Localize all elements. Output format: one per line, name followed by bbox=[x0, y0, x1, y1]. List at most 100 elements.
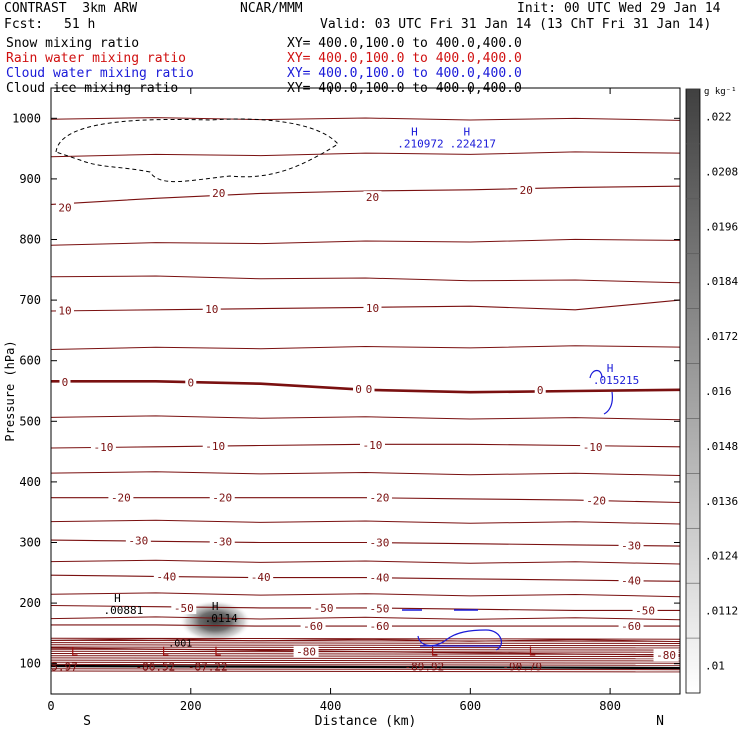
isotherm-label-bg bbox=[209, 491, 235, 504]
y-tick-label: 300 bbox=[19, 536, 41, 550]
isotherm-label-bg bbox=[55, 201, 74, 214]
colorbar-tick-label: .0124 bbox=[705, 550, 738, 563]
colorbar-tick-label: .0148 bbox=[705, 440, 738, 453]
y-tick-label: 400 bbox=[19, 475, 41, 489]
isotherm-label-bg bbox=[618, 574, 644, 587]
colorbar-tick-label: .0208 bbox=[705, 165, 738, 178]
isotherm-label: -30 bbox=[212, 535, 232, 548]
isotherm-line bbox=[51, 345, 680, 350]
forecast-label: Fcst: bbox=[4, 17, 44, 32]
field-snow-name: Snow mixing ratio bbox=[6, 36, 140, 51]
y-tick-label: 100 bbox=[19, 657, 41, 671]
isotherm-label: 10 bbox=[366, 302, 379, 315]
isotherm-label: -20 bbox=[586, 495, 606, 508]
isotherm-line bbox=[51, 592, 680, 598]
high-marker: H bbox=[114, 592, 121, 605]
isotherm-label: -20 bbox=[212, 492, 232, 505]
y-tick-label: 500 bbox=[19, 414, 41, 428]
isotherm-label-bg bbox=[366, 491, 392, 504]
isotherm-label: -60 bbox=[621, 620, 641, 633]
isotherm-line bbox=[51, 275, 680, 284]
x-tick-label: 200 bbox=[180, 699, 202, 713]
isotherm--40 bbox=[51, 574, 680, 582]
colorbar-tick-label: .0172 bbox=[705, 330, 738, 343]
upper-isotherm-line bbox=[51, 659, 680, 662]
isotherm-label: -20 bbox=[370, 492, 390, 505]
isotherm-label-bg bbox=[108, 491, 134, 504]
cloud-water-contour bbox=[417, 629, 503, 651]
isotherm-label-bg bbox=[209, 535, 235, 548]
upper-isotherm-line bbox=[51, 646, 680, 649]
isotherm-label: -60 bbox=[370, 620, 390, 633]
isotherm-label: -20 bbox=[111, 492, 131, 505]
isotherm-label-bg bbox=[353, 383, 365, 396]
isotherm--80 bbox=[51, 647, 680, 656]
isotherm-label: -30 bbox=[370, 537, 390, 550]
low-marker: L bbox=[214, 645, 221, 659]
low-marker: L bbox=[162, 645, 169, 659]
isotherm-label: 0 bbox=[366, 383, 373, 396]
snow-maximum-shading bbox=[179, 600, 252, 643]
upper-isotherm-line bbox=[51, 668, 680, 671]
x-tick-label: 400 bbox=[320, 699, 342, 713]
x-tick-label: 600 bbox=[459, 699, 481, 713]
field-rain-xy: XY= 400.0,100.0 to 400.0,400.0 bbox=[287, 51, 522, 66]
isotherm-label-bg bbox=[153, 570, 179, 583]
colorbar-tick-label: .0136 bbox=[705, 495, 738, 508]
y-tick-label: 800 bbox=[19, 233, 41, 247]
high-marker-value: .00881 bbox=[104, 604, 144, 617]
isotherm-label: 0 bbox=[187, 377, 194, 390]
isotherm-label-bg bbox=[209, 186, 228, 199]
isotherm-label-bg bbox=[517, 183, 536, 196]
x-tick-label: 800 bbox=[599, 699, 621, 713]
isotherm-line bbox=[51, 238, 680, 246]
low-marker-value: -87.22 bbox=[188, 661, 228, 674]
isotherm-label-bg bbox=[293, 645, 319, 658]
isotherm-label-bg bbox=[171, 601, 197, 614]
isotherm-label: 20 bbox=[366, 191, 379, 204]
cloud-water-contour bbox=[589, 369, 613, 415]
isotherm--60 bbox=[51, 624, 680, 627]
isotherm-label: -10 bbox=[363, 439, 383, 452]
surface-line bbox=[51, 664, 680, 670]
isotherm-label-bg bbox=[300, 620, 326, 633]
isotherm-line bbox=[51, 616, 680, 621]
isotherm-label: 0 bbox=[537, 384, 544, 397]
upper-isotherm-line bbox=[51, 663, 680, 666]
isotherm-label-bg bbox=[534, 383, 546, 396]
cloud-ice-contour bbox=[55, 118, 339, 182]
isotherm-label-bg bbox=[55, 304, 74, 317]
isotherm-label: 0 bbox=[355, 383, 362, 396]
colorbar-tick-label: .0112 bbox=[705, 605, 738, 618]
isotherm-20 bbox=[51, 185, 680, 205]
isotherm-label-bg bbox=[202, 303, 221, 316]
field-cloudwater-xy: XY= 400.0,100.0 to 400.0,400.0 bbox=[287, 66, 522, 81]
isotherm-label: 20 bbox=[520, 184, 533, 197]
upper-isotherm-line bbox=[51, 642, 680, 644]
isotherm-label-bg bbox=[366, 602, 392, 615]
isotherm-label: 10 bbox=[58, 304, 71, 317]
isotherm-label-bg bbox=[311, 601, 337, 614]
low-marker: L bbox=[431, 645, 438, 659]
isotherm-label-bg bbox=[363, 383, 375, 396]
high-marker: H bbox=[212, 600, 219, 613]
high-marker-value: .015215 bbox=[593, 374, 639, 387]
organization: NCAR/MMM bbox=[240, 1, 303, 16]
valid-time: Valid: 03 UTC Fri 31 Jan 14 (13 ChT Fri … bbox=[320, 17, 712, 32]
upper-isotherm-line bbox=[51, 639, 680, 642]
isotherm-label: 20 bbox=[58, 201, 71, 214]
high-marker-value: .210972 bbox=[397, 138, 443, 151]
colorbar-unit: g kg⁻¹ bbox=[704, 87, 737, 97]
isotherm-label-bg bbox=[125, 534, 151, 547]
isotherm-label-bg bbox=[653, 649, 679, 662]
isotherm-label: -40 bbox=[370, 572, 390, 585]
isotherm-label: -40 bbox=[251, 571, 271, 584]
high-marker-value: .224217 bbox=[450, 138, 496, 151]
isotherm-label-bg bbox=[90, 440, 116, 453]
isotherm-label-bg bbox=[580, 440, 606, 453]
isotherm-line bbox=[51, 519, 680, 525]
isotherm-label: -10 bbox=[583, 441, 603, 454]
colorbar bbox=[685, 88, 701, 694]
isotherm-label-bg bbox=[248, 571, 274, 584]
field-rain-name: Rain water mixing ratio bbox=[6, 51, 187, 66]
